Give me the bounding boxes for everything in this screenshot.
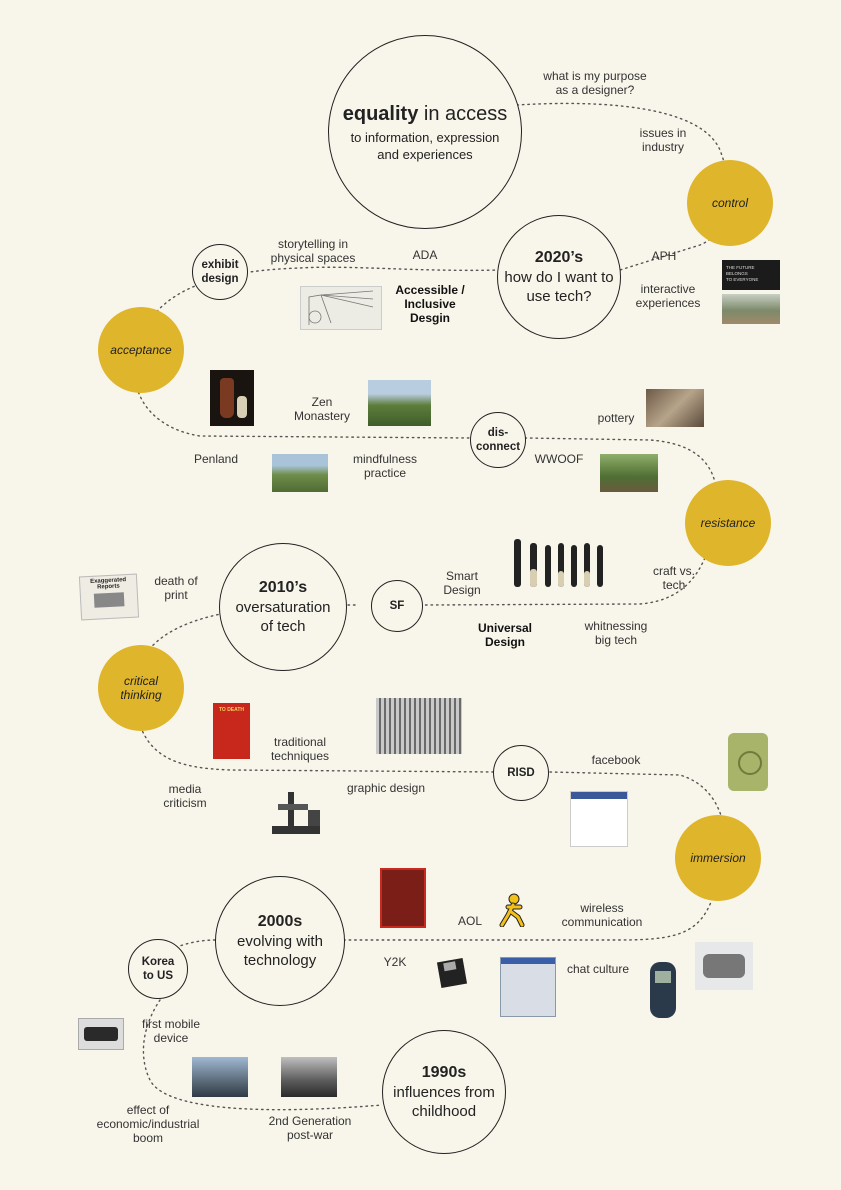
to-death-book-cover: TO DEATH (213, 703, 250, 759)
pager-photo (78, 1018, 124, 1050)
label-storytelling: storytelling in physical spaces (270, 237, 356, 265)
node-exhibit-design: exhibit design (192, 244, 248, 300)
label-smart: Smart Design (443, 569, 481, 597)
chat-window-titlebar (501, 958, 555, 964)
penland-photo (272, 454, 328, 492)
label-chat: chat culture (566, 962, 630, 976)
label-economic: effect of economic/industrial boom (96, 1103, 200, 1145)
facebook-screenshot (570, 791, 628, 847)
campus-photo (722, 294, 780, 324)
sketch-drawing (308, 290, 374, 325)
label-penland: Penland (193, 452, 239, 466)
stage-1990s: 1990s influences from childhood (382, 1030, 506, 1154)
label-graphic: graphic design (346, 781, 426, 795)
nokia-phone-photo (650, 962, 676, 1018)
future-museum-image: THE FUTURE BELONGS TO EVERYONE (722, 260, 780, 290)
label-death-of-print: death of print (154, 574, 198, 602)
label-ada: ADA (412, 248, 438, 262)
label-whitnessing: whitnessing big tech (584, 619, 648, 647)
label-traditional: traditional techniques (270, 735, 330, 763)
label-media: media criticism (163, 782, 207, 810)
pager-body (84, 1027, 118, 1041)
label-facebook: facebook (591, 753, 641, 767)
exaggerated-reports-image: Exaggerated Reports (78, 573, 140, 621)
label-zen: Zen Monastery (293, 395, 351, 423)
label-universal: Universal Design (477, 621, 533, 649)
peelers-drawing (514, 539, 603, 587)
aol-figure (499, 893, 525, 928)
letterpress-type-photo (376, 698, 462, 754)
ipod-shuffle-photo (728, 733, 768, 791)
title-heading: equality in access (342, 103, 508, 125)
label-postwar: 2nd Generation post-war (268, 1114, 352, 1142)
smart-design-tools-photo (510, 535, 610, 597)
printing-press-image (268, 786, 324, 838)
label-interactive: interactive experiences (635, 282, 701, 310)
sidekick-body (703, 954, 745, 978)
stage-2020s: 2020’s how do I want to use tech? (497, 215, 621, 339)
nokia-screen (655, 971, 671, 983)
theme-acceptance: acceptance (98, 307, 184, 393)
ipod-wheel (738, 751, 762, 775)
floppy-disk-icon (433, 956, 471, 990)
label-aph: APH (651, 249, 677, 263)
sidekick-phone-photo (695, 942, 753, 990)
newspaper-picture (93, 592, 125, 608)
node-korea-to-us: Korea to US (128, 939, 188, 999)
accessibility-sketch-image (300, 286, 382, 330)
label-purpose: what is my purpose as a designer? (543, 69, 647, 97)
title-subtitle: to information, expression and experienc… (350, 130, 500, 162)
label-issues: issues in industry (639, 126, 687, 154)
floppy-drawing (436, 957, 468, 989)
pottery-photo (646, 389, 704, 427)
theme-critical-thinking: critical thinking (98, 645, 184, 731)
label-wireless: wireless communication (561, 901, 643, 929)
post-war-photo (281, 1057, 337, 1097)
press-drawing (272, 792, 320, 834)
label-wwoof: WWOOF (534, 452, 584, 466)
facebook-header-bar (571, 792, 627, 799)
label-first-mobile: first mobile device (141, 1017, 200, 1045)
vase-photo (210, 370, 254, 426)
vase-shape (220, 378, 234, 418)
zen-monastery-photo (368, 380, 431, 426)
label-accessible: Accessible / Inclusive Desgin (395, 283, 465, 325)
aol-running-man-icon (498, 893, 526, 928)
node-disconnect: dis- connect (470, 412, 526, 468)
label-craft: craft vs. tech (652, 564, 695, 592)
chat-window-screenshot (500, 957, 556, 1017)
node-risd: RISD (493, 745, 549, 801)
wwoof-photo (600, 454, 658, 492)
book-title: TO DEATH (218, 707, 245, 713)
stage-2000s: 2000s evolving with technology (215, 876, 345, 1006)
vase-shape-small (237, 396, 247, 418)
stage-2010s: 2010’s oversaturation of tech (219, 543, 347, 671)
newspaper-headline: Exaggerated Reports (90, 577, 127, 591)
label-pottery: pottery (597, 411, 635, 425)
theme-immersion: immersion (675, 815, 761, 901)
title-circle: equality in access to information, expre… (328, 35, 522, 229)
theme-resistance: resistance (685, 480, 771, 566)
label-y2k: Y2K (383, 955, 407, 969)
label-mindfulness: mindfulness practice (352, 452, 418, 480)
time-magazine-cover (380, 868, 426, 928)
label-aol: AOL (457, 914, 482, 928)
theme-control: control (687, 160, 773, 246)
node-sf: SF (371, 580, 423, 632)
city-skyline-photo (192, 1057, 248, 1097)
